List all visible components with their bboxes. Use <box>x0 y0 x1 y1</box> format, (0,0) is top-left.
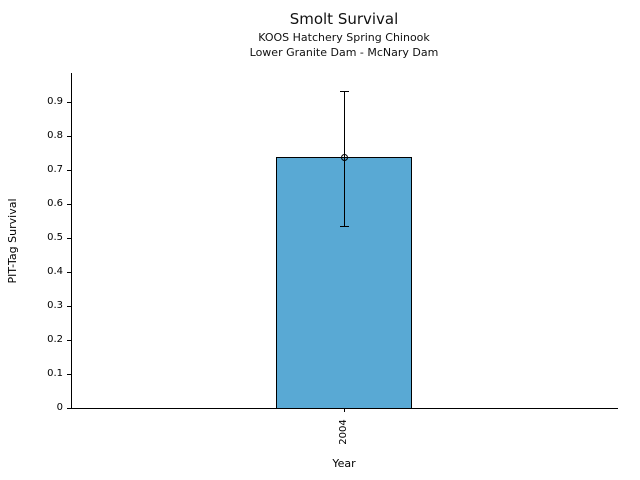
y-tick-label: 0.2 <box>47 334 63 345</box>
x-axis-label: Year <box>332 457 356 470</box>
chart-subtitle-line2: Lower Granite Dam - McNary Dam <box>249 46 439 59</box>
y-tick-label: 0.5 <box>47 232 63 243</box>
y-tick-mark <box>67 272 71 273</box>
chart-title: Smolt Survival <box>289 10 399 28</box>
y-tick-mark <box>67 306 71 307</box>
x-tick-mark <box>344 408 345 412</box>
y-tick-label: 0.8 <box>47 130 63 141</box>
y-tick-mark <box>67 204 71 205</box>
y-axis-spine <box>71 73 72 409</box>
y-tick-mark <box>67 408 71 409</box>
y-tick-mark <box>67 238 71 239</box>
y-tick-label: 0.6 <box>47 198 63 209</box>
y-tick-label: 0.9 <box>47 96 63 107</box>
y-tick-label: 0.1 <box>47 368 63 379</box>
chart-subtitle-line1: KOOS Hatchery Spring Chinook <box>258 31 430 44</box>
error-bar-cap-bottom <box>340 226 349 227</box>
y-tick-mark <box>67 340 71 341</box>
y-tick-mark <box>67 170 71 171</box>
y-tick-mark <box>67 136 71 137</box>
y-tick-mark <box>67 374 71 375</box>
y-tick-mark <box>67 102 71 103</box>
data-point-marker <box>341 154 348 161</box>
y-tick-label: 0 <box>56 402 63 413</box>
y-tick-label: 0.7 <box>47 164 63 175</box>
x-tick-label: 2004 <box>338 419 349 445</box>
y-tick-label: 0.4 <box>47 266 63 277</box>
y-tick-label: 0.3 <box>47 300 63 311</box>
error-bar-cap-top <box>340 91 349 92</box>
